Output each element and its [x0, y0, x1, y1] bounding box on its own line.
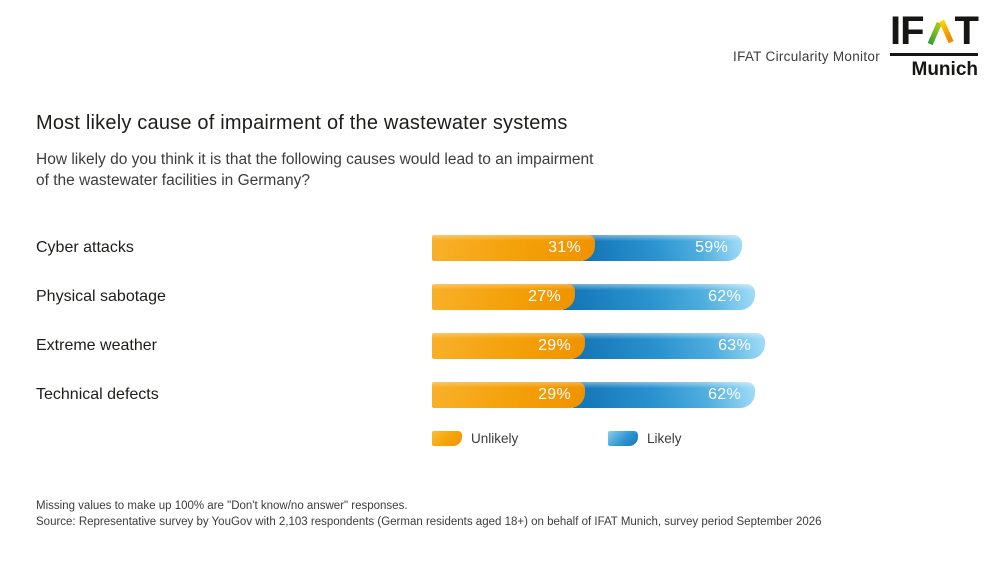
bar-segment-likely: 62%: [573, 382, 755, 408]
legend-swatch-likely: [608, 431, 638, 446]
footnote-source: Source: Representative survey by YouGov …: [36, 515, 822, 528]
value-label: 29%: [538, 337, 571, 354]
stacked-bar-chart: Cyber attacks 31% 59% Physical sabotage 27% 6…: [36, 235, 976, 431]
value-label: 27%: [528, 288, 561, 305]
chart-row: Technical defects 29% 62%: [36, 382, 976, 408]
legend-item-unlikely: Unlikely: [432, 431, 518, 446]
legend-swatch-unlikely: [432, 431, 462, 446]
logo-letters-if: IF: [890, 9, 925, 53]
bar-segment-unlikely: 27%: [432, 284, 575, 310]
value-label: 29%: [538, 386, 571, 403]
logo-wordmark: IF T: [890, 9, 979, 57]
logo-city: Munich: [911, 59, 979, 81]
value-label: 63%: [718, 337, 751, 354]
category-label: Extreme weather: [36, 337, 157, 354]
category-label: Cyber attacks: [36, 239, 134, 256]
legend-label: Unlikely: [471, 431, 519, 446]
bar-segment-unlikely: 29%: [432, 382, 585, 408]
category-label: Physical sabotage: [36, 288, 166, 305]
bar-segment-unlikely: 31%: [432, 235, 595, 261]
chart-row: Cyber attacks 31% 59%: [36, 235, 976, 261]
legend-item-likely: Likely: [608, 431, 682, 446]
chart-row: Extreme weather 29% 63%: [36, 333, 976, 359]
ifat-munich-logo: IF T Munich: [890, 9, 979, 81]
bar-segment-unlikely: 29%: [432, 333, 585, 359]
footnote-missing-values: Missing values to make up 100% are "Don'…: [36, 500, 408, 512]
chart-legend: Unlikely Likely: [432, 431, 832, 447]
category-label: Technical defects: [36, 386, 159, 403]
page-title: Most likely cause of impairment of the w…: [36, 112, 568, 134]
ifat-triangle-icon: [927, 19, 954, 46]
monitor-label: IFAT Circularity Monitor: [733, 49, 880, 64]
value-label: 62%: [708, 288, 741, 305]
value-label: 59%: [695, 239, 728, 256]
legend-label: Likely: [647, 431, 682, 446]
bar-segment-likely: 62%: [563, 284, 755, 310]
chart-row: Physical sabotage 27% 62%: [36, 284, 976, 310]
logo-letter-t: T: [954, 9, 979, 53]
bar-segment-likely: 59%: [583, 235, 742, 261]
bar-segment-likely: 63%: [573, 333, 765, 359]
page-subtitle: How likely do you think it is that the f…: [36, 151, 594, 189]
value-label: 31%: [548, 239, 581, 256]
value-label: 62%: [708, 386, 741, 403]
footnotes: Missing values to make up 100% are "Don'…: [36, 499, 822, 530]
